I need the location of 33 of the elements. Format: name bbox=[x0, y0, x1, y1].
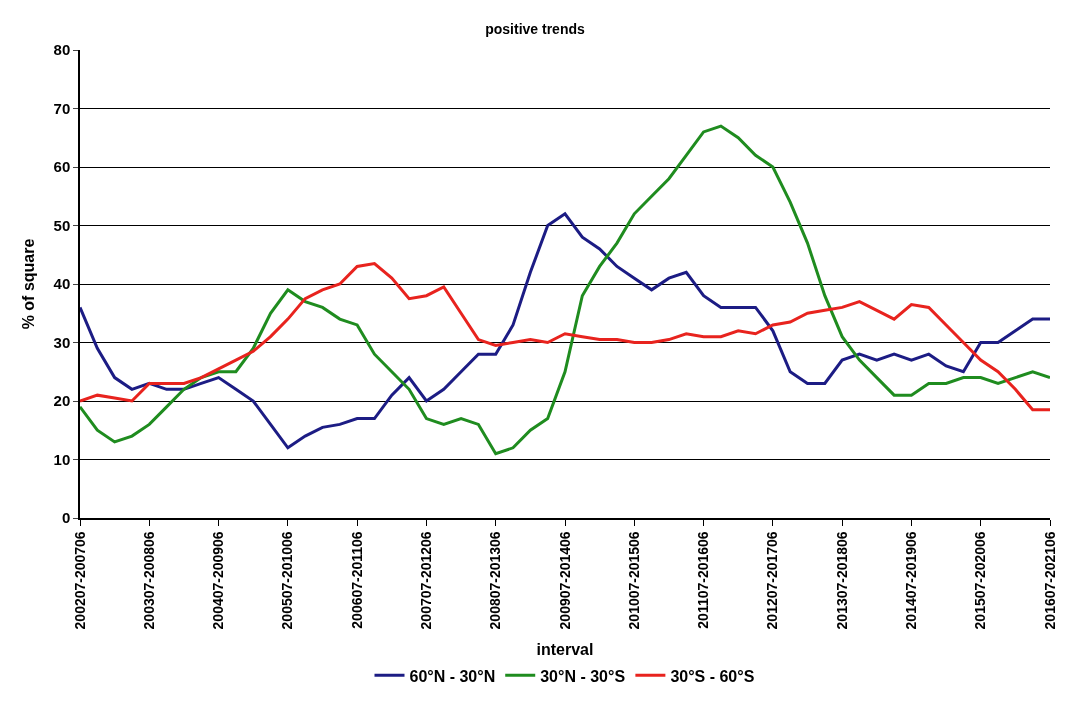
y-tick-label: 0 bbox=[61, 509, 71, 527]
x-tick-label: 201607-202106 bbox=[1041, 531, 1058, 630]
x-tick-label: 200907-201406 bbox=[556, 531, 573, 630]
x-tick-label: 201307-201806 bbox=[833, 531, 850, 630]
x-tick-label: 200507-201006 bbox=[279, 531, 296, 630]
line-series bbox=[80, 212, 1050, 450]
y-tick-label: 60 bbox=[53, 158, 71, 176]
x-tick-label: 201007-201506 bbox=[625, 531, 642, 630]
x-tick-label: 200207-200706 bbox=[71, 531, 88, 630]
y-tick-label: 70 bbox=[53, 99, 71, 117]
y-tick-label: 20 bbox=[53, 392, 71, 410]
x-tick-label: 200807-201306 bbox=[487, 531, 504, 630]
legend-label: 30°N - 30°S bbox=[540, 667, 626, 685]
y-tick-label: 50 bbox=[53, 216, 71, 234]
x-tick-label: 201407-201906 bbox=[902, 531, 919, 630]
x-tick-label: 200307-200806 bbox=[140, 531, 157, 630]
chart-title: positive trends bbox=[485, 21, 585, 38]
y-axis-title: % of square bbox=[19, 238, 37, 330]
y-tick-label: 40 bbox=[53, 275, 71, 293]
x-axis-title: interval bbox=[536, 640, 594, 658]
line-series bbox=[80, 124, 1050, 456]
x-tick-label: 201507-202006 bbox=[972, 531, 989, 630]
y-tick-label: 30 bbox=[53, 333, 71, 351]
y-tick-label: 80 bbox=[53, 41, 71, 59]
line-series bbox=[80, 262, 1050, 412]
x-tick-label: 201207-201706 bbox=[764, 531, 781, 630]
legend-label: 60°N - 30°N bbox=[409, 667, 496, 685]
x-tick-label: 201107-201606 bbox=[695, 531, 712, 629]
y-tick-label: 10 bbox=[53, 450, 71, 468]
x-tick-label: 200607-201106 bbox=[348, 531, 365, 629]
legend-label: 30°S - 60°S bbox=[670, 667, 755, 685]
x-tick-label: 200407-200906 bbox=[210, 531, 227, 630]
x-tick-label: 200707-201206 bbox=[417, 531, 434, 630]
